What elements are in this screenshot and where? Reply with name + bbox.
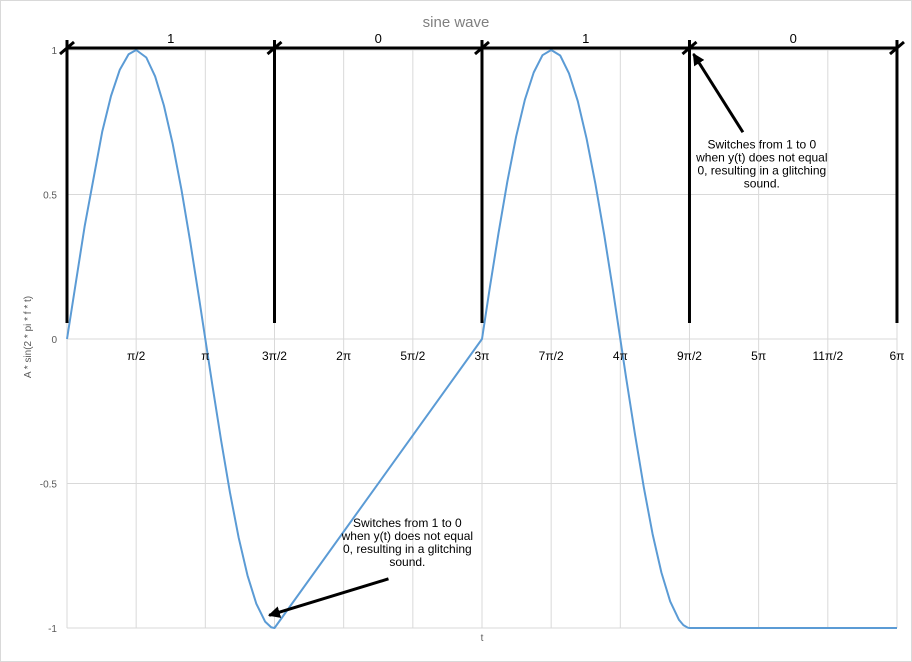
bit-label: 1	[167, 31, 174, 46]
y-tick-label: -0.5	[40, 480, 58, 491]
series-area	[66, 49, 897, 629]
x-tick-label: π	[201, 349, 209, 363]
annotation-text: Switches from 1 to 0 when y(t) does not e…	[695, 137, 827, 190]
annotation-line: when y(t) does not equal	[341, 529, 473, 543]
y-tick-label: 1	[51, 46, 57, 57]
bit-boundary-slash	[474, 40, 490, 56]
bit-boundary-slash	[59, 40, 75, 56]
annotation-arrow	[692, 52, 745, 134]
bit-label: 0	[375, 31, 382, 46]
bit-boundary-slash	[681, 40, 698, 56]
y-tick-label: 0	[51, 335, 57, 346]
x-tick-label: 5π/2	[400, 349, 425, 363]
x-tick-label: 6π	[890, 349, 905, 363]
y-axis-ticks: 1 0.5 0 -0.5 -1	[40, 46, 58, 635]
annotation-line: Switches from 1 to 0	[353, 516, 462, 530]
y-axis-title: A * sin(2 * pi * f * t)	[23, 296, 34, 378]
x-tick-label: 9π/2	[677, 349, 702, 363]
x-tick-label: 2π	[336, 349, 351, 363]
x-tick-label: 5π	[751, 349, 766, 363]
bit-bars: 1 0 1 0	[59, 31, 905, 323]
x-axis-ticks: π/2 π 3π/2 2π 5π/2 3π 7π/2 4π 9π/2 5π 11π/2 6π	[127, 349, 904, 363]
annotation-line: sound.	[744, 176, 780, 190]
annotation-line: when y(t) does not equal	[695, 150, 827, 164]
x-tick-label: 11π/2	[812, 349, 843, 363]
x-tick-label: 7π/2	[539, 349, 564, 363]
bit-boundary-slash	[889, 40, 905, 56]
annotation-line: 0, resulting in a glitching	[343, 542, 472, 556]
x-tick-label: 3π/2	[262, 349, 287, 363]
annotation-line: Switches from 1 to 0	[707, 137, 816, 151]
x-axis-title: t	[481, 633, 484, 644]
annotation-line: sound.	[389, 555, 425, 569]
y-tick-label: -1	[48, 624, 57, 635]
annotations: Switches from 1 to 0 when y(t) does not e…	[267, 52, 828, 618]
annotation-text: Switches from 1 to 0 when y(t) does not e…	[341, 516, 473, 569]
y-tick-label: 0.5	[43, 191, 57, 202]
bit-boundary-slash	[266, 40, 283, 56]
chart-title: sine wave	[423, 14, 490, 31]
bit-label: 1	[582, 31, 589, 46]
annotation-arrow	[267, 577, 389, 618]
series-line	[66, 49, 897, 629]
annotation-line: 0, resulting in a glitching	[697, 163, 826, 177]
x-tick-label: 4π	[613, 349, 628, 363]
x-tick-label: 3π	[475, 349, 490, 363]
x-tick-label: π/2	[127, 349, 146, 363]
bit-label: 0	[790, 31, 797, 46]
